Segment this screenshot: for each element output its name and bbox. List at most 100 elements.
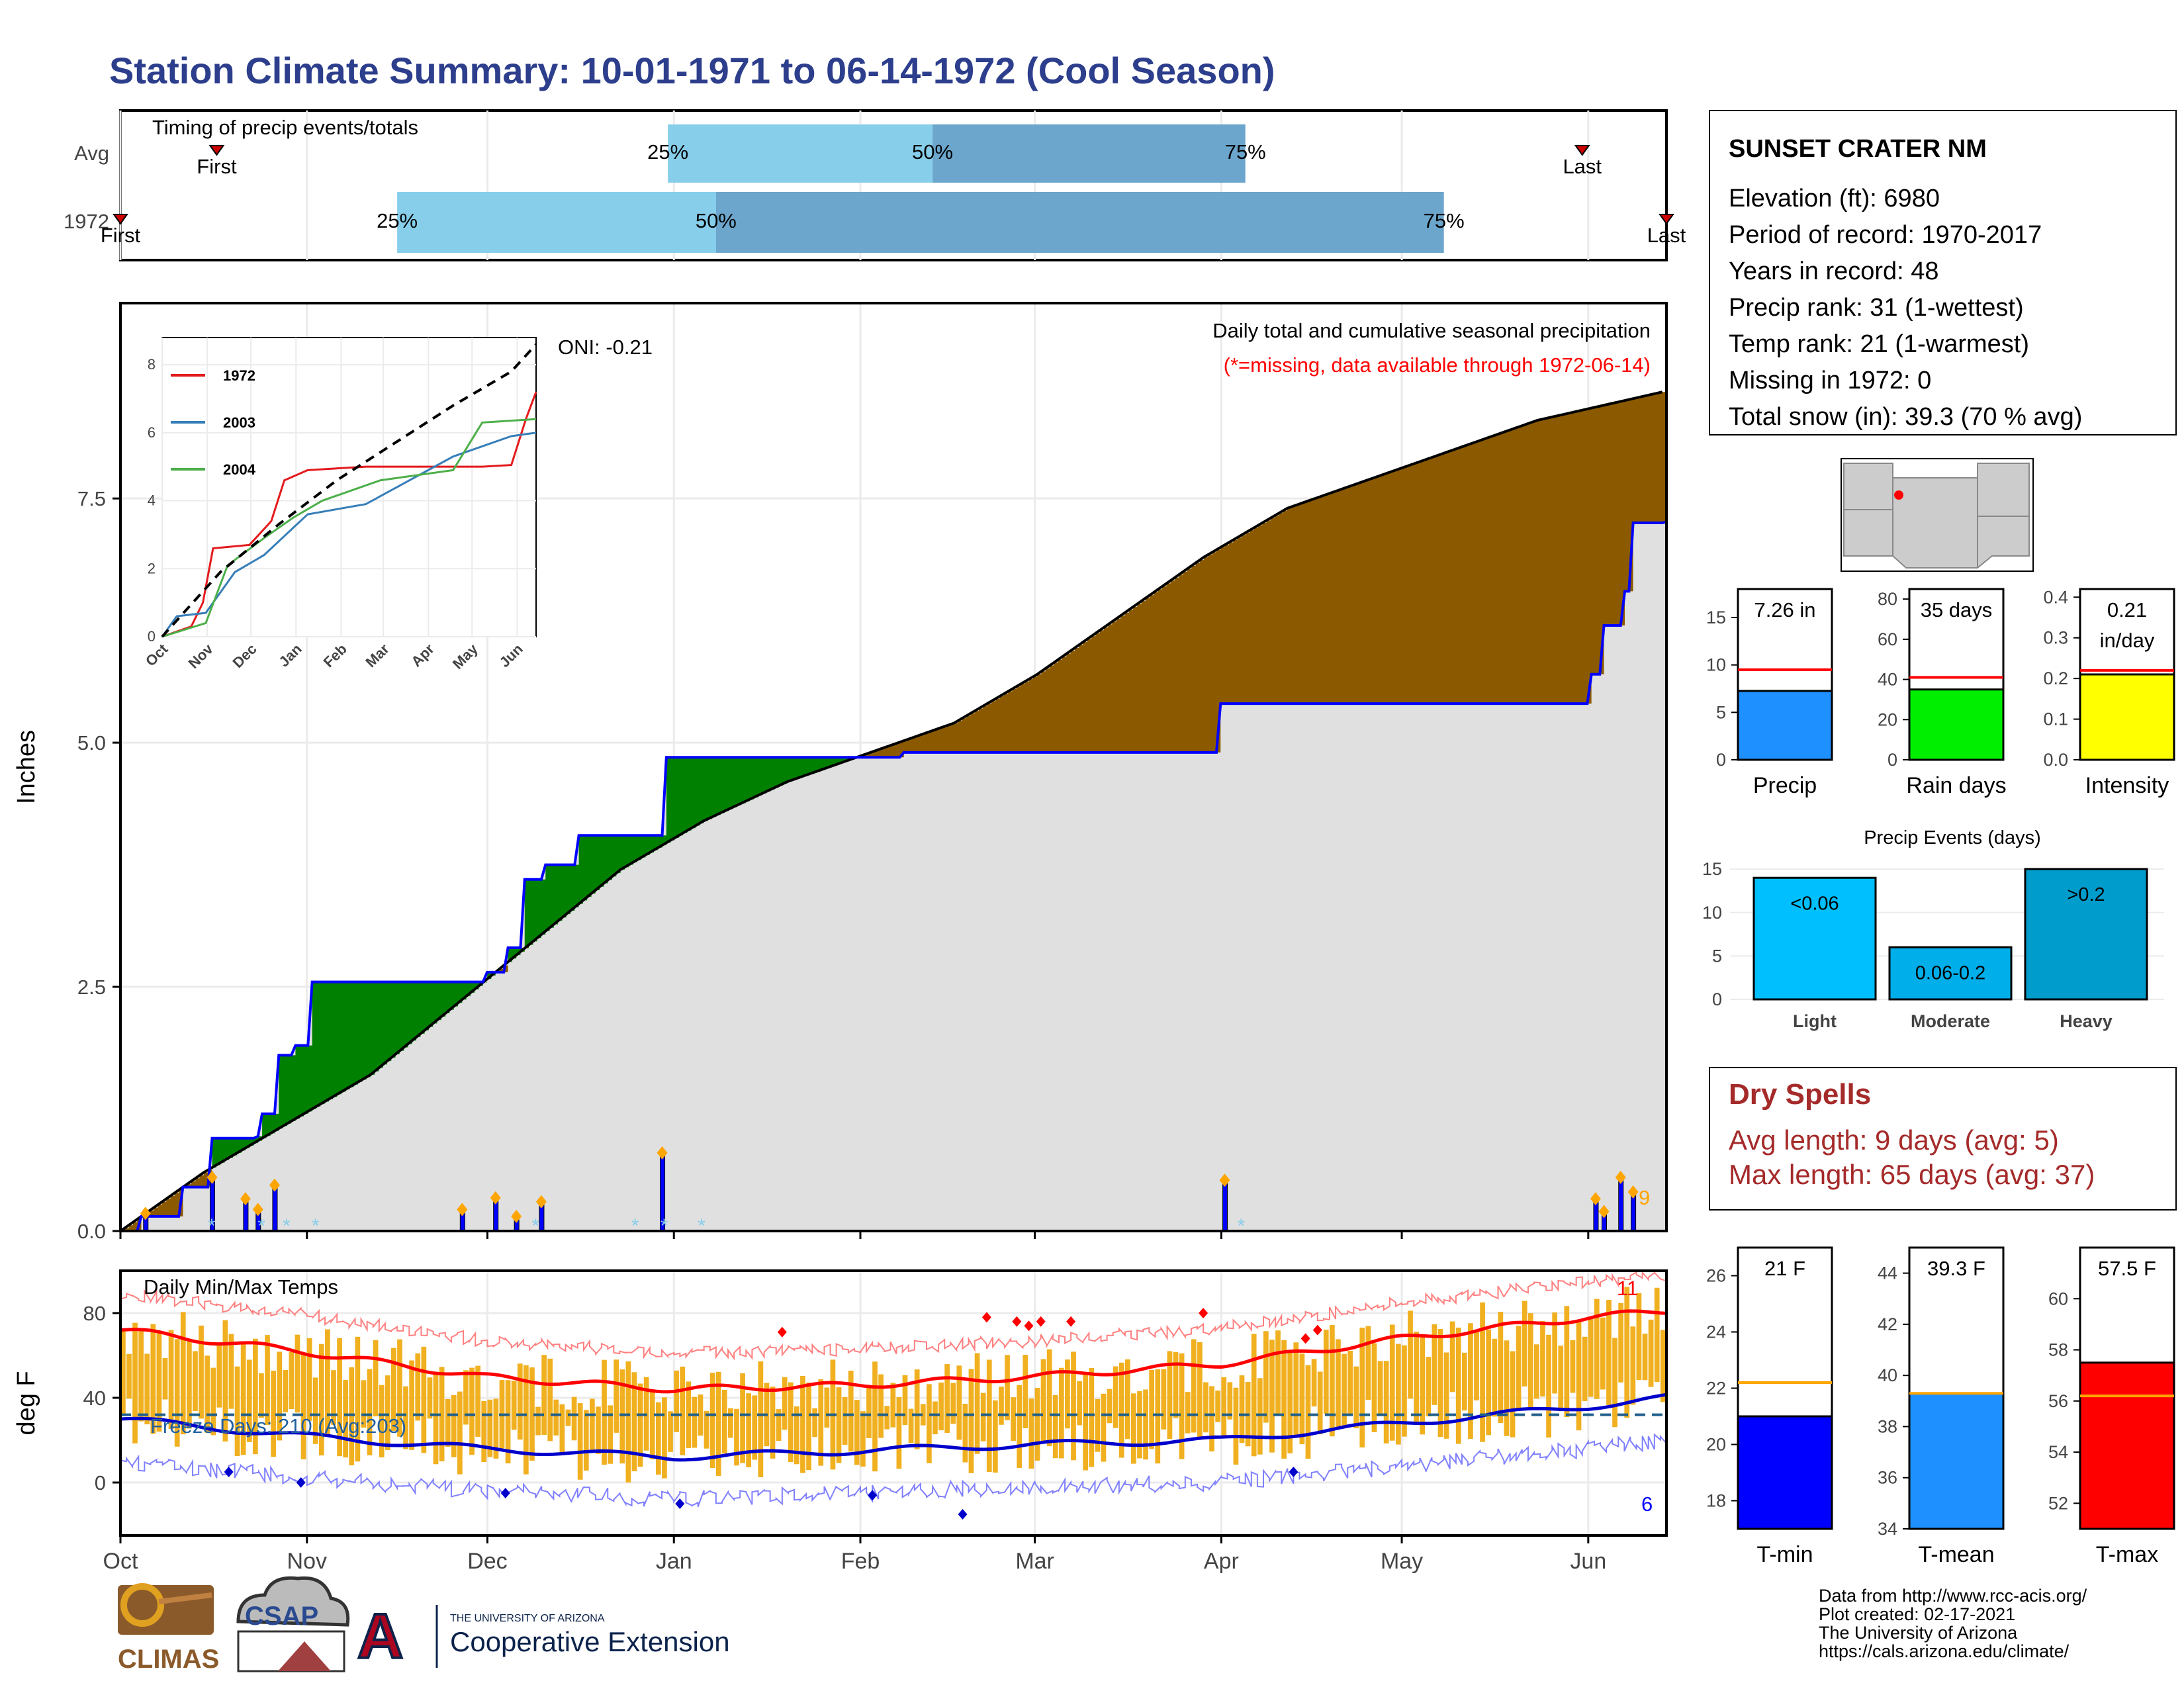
month-tick-label: Jan (656, 1549, 692, 1574)
daily-temp-bar (589, 1398, 595, 1450)
daily-temp-bar (193, 1351, 198, 1412)
daily-temp-bar (1269, 1340, 1275, 1453)
mini-bar-value (2079, 673, 2175, 761)
inset-ytick-label: 6 (148, 424, 156, 441)
daily-temp-bar (300, 1354, 306, 1459)
inset-ytick-label: 2 (148, 560, 156, 576)
daily-temp-bar (1606, 1300, 1612, 1405)
daily-temp-bar (325, 1329, 330, 1437)
daily-temp-bar (1028, 1398, 1034, 1469)
daily-precip-marker (1598, 1205, 1610, 1218)
mini-bar-ytick-label: 0.1 (2043, 709, 2068, 729)
footer-credits: Data from http://www.rcc-acis.org/ Plot … (1819, 1586, 2087, 1661)
mini-bar-value-label: 57.5 F (2098, 1257, 2156, 1280)
daily-temp-bar (1510, 1351, 1516, 1438)
daily-temp-bar (1474, 1330, 1479, 1400)
daily-temp-bar (1209, 1386, 1214, 1452)
daily-temp-bar (1612, 1338, 1617, 1428)
daily-temp-bar (890, 1383, 896, 1428)
daily-temp-bar (1287, 1349, 1293, 1453)
mini-bar-ytick-label: 36 (1878, 1468, 1897, 1488)
daily-precip-marker (269, 1178, 280, 1192)
daily-temp-bar (1143, 1389, 1148, 1460)
daily-temp-bar (782, 1377, 788, 1430)
daily-temp-bar (1527, 1313, 1533, 1408)
ua-logo: A THE UNIVERSITY OF ARIZONA Cooperative … (356, 1600, 730, 1673)
daily-temp-bar (457, 1391, 463, 1475)
daily-temp-bar (283, 1369, 289, 1412)
daily-temp-bar (559, 1404, 565, 1455)
events-bar-label: >0.2 (2067, 884, 2105, 905)
mini-bar-chart: 0 5 10 15 7.26 in Precip (1706, 588, 1833, 798)
daily-temp-bar (692, 1396, 698, 1448)
daily-precip-marker (1615, 1170, 1626, 1184)
mini-bar-ytick-label: 60 (2048, 1289, 2068, 1308)
daily-temp-bar (565, 1409, 571, 1426)
timing-marker (208, 145, 225, 156)
daily-temp-bar (1101, 1393, 1107, 1462)
daily-temp-bar (186, 1340, 192, 1429)
mini-bar-ytick-label: 24 (1706, 1322, 1726, 1342)
daily-temp-bar (608, 1405, 613, 1464)
mini-bar-ytick-label: 40 (1878, 670, 1897, 690)
station-info-box: SUNSET CRATER NM Elevation (ft): 6980 Pe… (1709, 110, 2177, 435)
daily-temp-bar (602, 1359, 607, 1465)
daily-temp-bar (505, 1380, 511, 1464)
temp-title: Daily Min/Max Temps (144, 1275, 338, 1299)
daily-temp-bar (138, 1328, 144, 1422)
month-tick-label: May (1381, 1549, 1423, 1574)
events-bar (1888, 946, 2013, 1001)
daily-temp-bar (812, 1408, 818, 1438)
daily-temp-bar (884, 1406, 890, 1430)
daily-temp-bar (794, 1406, 799, 1465)
daily-temp-bar (312, 1377, 318, 1444)
timing-bar-q1 (397, 192, 716, 253)
daily-temp-bar (1576, 1320, 1582, 1431)
daily-temp-bar (878, 1374, 884, 1438)
daily-temp-bar (625, 1361, 631, 1483)
inset-ytick-label: 8 (148, 356, 156, 373)
daily-temp-bar (1402, 1345, 1407, 1437)
daily-temp-bar (289, 1351, 295, 1410)
daily-temp-bar (1383, 1361, 1389, 1443)
month-tick-label: Mar (1015, 1549, 1054, 1574)
snow-marker: * (312, 1215, 320, 1237)
daily-temp-bar (571, 1396, 577, 1441)
daily-temp-bar (1377, 1361, 1383, 1416)
mini-bar-value (1737, 690, 1833, 761)
station-line: Temp rank: 21 (1-warmest) (1729, 330, 2029, 358)
mini-bar-ytick-label: 0.4 (2043, 587, 2068, 607)
mini-bar-value-label: in/day (2100, 629, 2155, 652)
daily-temp-bar (896, 1396, 902, 1469)
timing-bar-q2 (933, 124, 1246, 183)
daily-temp-bar (920, 1404, 926, 1426)
oni-label: ONI: -0.21 (558, 336, 653, 359)
daily-precip-marker (535, 1195, 547, 1209)
timing-pct-label: 50% (912, 140, 953, 163)
daily-temp-bar (824, 1387, 830, 1428)
ua-logo-mark: A (357, 1601, 403, 1672)
mini-bar-ytick-label: 20 (1878, 709, 1897, 729)
climas-logo-text: CLIMAS (118, 1645, 219, 1674)
daily-temp-bar (1342, 1353, 1347, 1429)
daily-temp-bar (1161, 1369, 1167, 1430)
daily-temp-bar (1654, 1287, 1660, 1383)
record-low-marker (296, 1477, 306, 1488)
dry-spells-title: Dry Spells (1729, 1078, 1871, 1111)
daily-precip-marker (240, 1192, 251, 1206)
timing-marker (1659, 214, 1674, 225)
record-high-marker (1312, 1324, 1322, 1336)
daily-temp-bar (1323, 1330, 1329, 1414)
daily-temp-bar (222, 1320, 228, 1442)
inset-series-line (161, 432, 537, 637)
daily-temp-bar (439, 1367, 445, 1461)
daily-temp-bar (1118, 1362, 1124, 1458)
avg-min-line (120, 1393, 1667, 1462)
events-bar-label: <0.06 (1790, 893, 1839, 914)
daily-temp-bar (583, 1410, 589, 1471)
daily-temp-bar (361, 1380, 367, 1428)
page-title: Station Climate Summary: 10-01-1971 to 0… (109, 50, 1275, 91)
precip-ylabel: Inches (13, 730, 40, 804)
daily-precip-marker (1627, 1185, 1639, 1199)
